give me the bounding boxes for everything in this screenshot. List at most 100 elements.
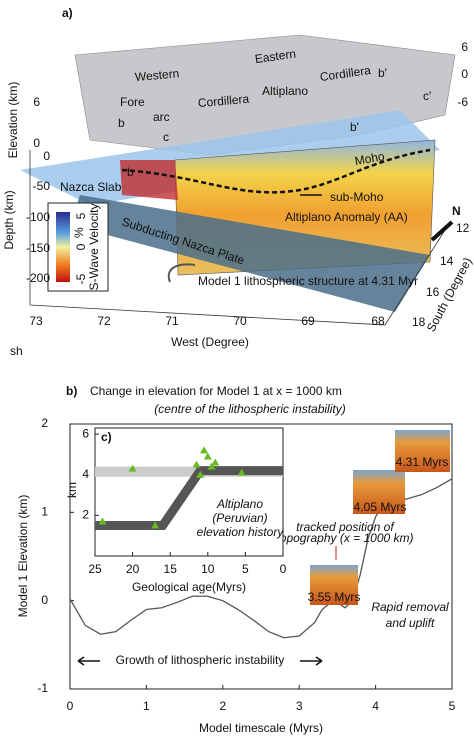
y-tick-label: 2 — [41, 416, 48, 430]
y-tick-label: 6 — [82, 426, 89, 440]
snapshot — [353, 470, 405, 514]
x-tick-label: 1 — [143, 699, 150, 713]
tick-label: 0 — [33, 136, 40, 150]
y-tick-label: 1 — [41, 505, 48, 519]
annotation: Altiplano Anomaly (AA) — [285, 210, 408, 224]
x-tick-label: 0 — [67, 699, 74, 713]
arrow — [167, 263, 196, 283]
annotation: Rapid removal — [371, 600, 449, 614]
annotation: elevation history — [197, 525, 285, 539]
tick-label: 0 — [461, 67, 468, 81]
tick-label: -200 — [26, 271, 50, 285]
data-point — [237, 468, 246, 476]
snapshot-label: 3.55 Myrs — [308, 590, 361, 604]
annotation: Growth of lithospheric instability — [116, 653, 285, 667]
moho-line — [121, 148, 431, 194]
data-point — [203, 452, 212, 460]
axis-label: Depth (km) — [2, 190, 16, 249]
corner-label: sh — [10, 344, 23, 358]
x-tick-label: 0 — [280, 562, 287, 576]
tick-label: -100 — [26, 210, 50, 224]
y-tick-label: 2 — [82, 508, 89, 522]
north-label: N — [452, 204, 461, 218]
annotation: c — [163, 130, 169, 144]
x-tick-label: 5 — [242, 562, 249, 576]
annotation: Cordillera — [197, 92, 250, 110]
chart-title: Change in elevation for Model 1 at x = 1… — [90, 384, 342, 398]
annotation: Altiplano — [216, 497, 263, 511]
snapshot-label: 4.05 Myrs — [354, 500, 407, 514]
tick-label: 69 — [301, 314, 315, 328]
snapshot-label: 4.31 Myrs — [396, 455, 449, 469]
panel-a — [20, 34, 456, 326]
x-tick-label: 3 — [296, 699, 303, 713]
annotation: Model 1 lithospheric structure at 4.31 M… — [198, 274, 418, 288]
x-tick-label: 15 — [164, 562, 178, 576]
tick-label: 71 — [165, 314, 179, 328]
tick-label: 6 — [461, 40, 468, 54]
axis-label: West (Degree) — [171, 335, 249, 349]
data-point — [192, 460, 201, 468]
tick-label: 72 — [97, 314, 111, 328]
tick-label: 16 — [426, 285, 440, 299]
annotation: Western — [134, 66, 180, 84]
data-point — [196, 470, 205, 478]
annotation: Moho — [354, 149, 386, 168]
x-tick-label: 20 — [126, 562, 140, 576]
annotation: arc — [153, 110, 170, 124]
arrow — [77, 656, 323, 666]
tick-label: 18 — [412, 315, 426, 329]
annotation: c' — [423, 89, 431, 103]
tick-label: 12 — [456, 221, 470, 235]
y-tick-label: 4 — [82, 467, 89, 481]
snapshot — [310, 565, 358, 605]
data-point — [98, 517, 107, 525]
axis-frame — [29, 150, 446, 326]
colorbar-tick: 5 — [74, 212, 88, 219]
tick-label: 70 — [233, 314, 247, 328]
annotation: b — [118, 116, 125, 130]
colorbar-title: S-Wave Velocity — [87, 204, 101, 291]
annotation: tracked position of — [296, 520, 395, 534]
tick-label: -150 — [26, 241, 50, 255]
colorbar-tick: -5 — [74, 273, 88, 284]
north-arrow — [430, 220, 454, 242]
x-axis-label: Model timescale (Myrs) — [199, 721, 323, 735]
annotation: Fore — [120, 95, 145, 109]
tick-label: 0 — [43, 149, 50, 163]
colorbar-unit: % — [72, 227, 86, 238]
annotation: Eastern — [254, 46, 297, 66]
annotation: Altiplano — [262, 84, 308, 98]
data-point — [211, 458, 220, 466]
annotation: topography (x = 1000 km) — [276, 531, 413, 545]
colorbar-tick: 0 — [74, 243, 88, 250]
snapshot — [395, 430, 450, 472]
annotation: (Peruvian) — [212, 511, 267, 525]
tick-label: 73 — [29, 314, 43, 328]
tick-label: 14 — [440, 254, 454, 268]
reference-band — [95, 466, 283, 477]
colorbar — [56, 212, 70, 282]
subducting-plate — [70, 195, 430, 312]
data-point — [128, 464, 137, 472]
x-tick-label: 2 — [219, 699, 226, 713]
y-tick-label: -1 — [37, 681, 48, 695]
annotation: b' — [350, 120, 359, 134]
panel-label: a) — [62, 6, 73, 20]
x-tick-label: 4 — [372, 699, 379, 713]
data-point — [200, 446, 209, 454]
panel-b — [77, 430, 450, 666]
panel-label: c) — [101, 430, 112, 444]
annotation: Nazca Slab — [60, 180, 122, 194]
annotation: and uplift — [386, 616, 435, 630]
tick-label: 68 — [371, 314, 385, 328]
x-axis-label: Geological age(Myrs) — [132, 580, 246, 594]
x-tick-label: 5 — [449, 699, 456, 713]
x-tick-label: 10 — [201, 562, 215, 576]
y-axis-label: km — [65, 482, 79, 498]
tick-label: -6 — [457, 95, 468, 109]
y-tick-label: 0 — [41, 593, 48, 607]
annotation: b' — [378, 66, 387, 80]
axis-label: Elevation (km) — [6, 82, 20, 159]
